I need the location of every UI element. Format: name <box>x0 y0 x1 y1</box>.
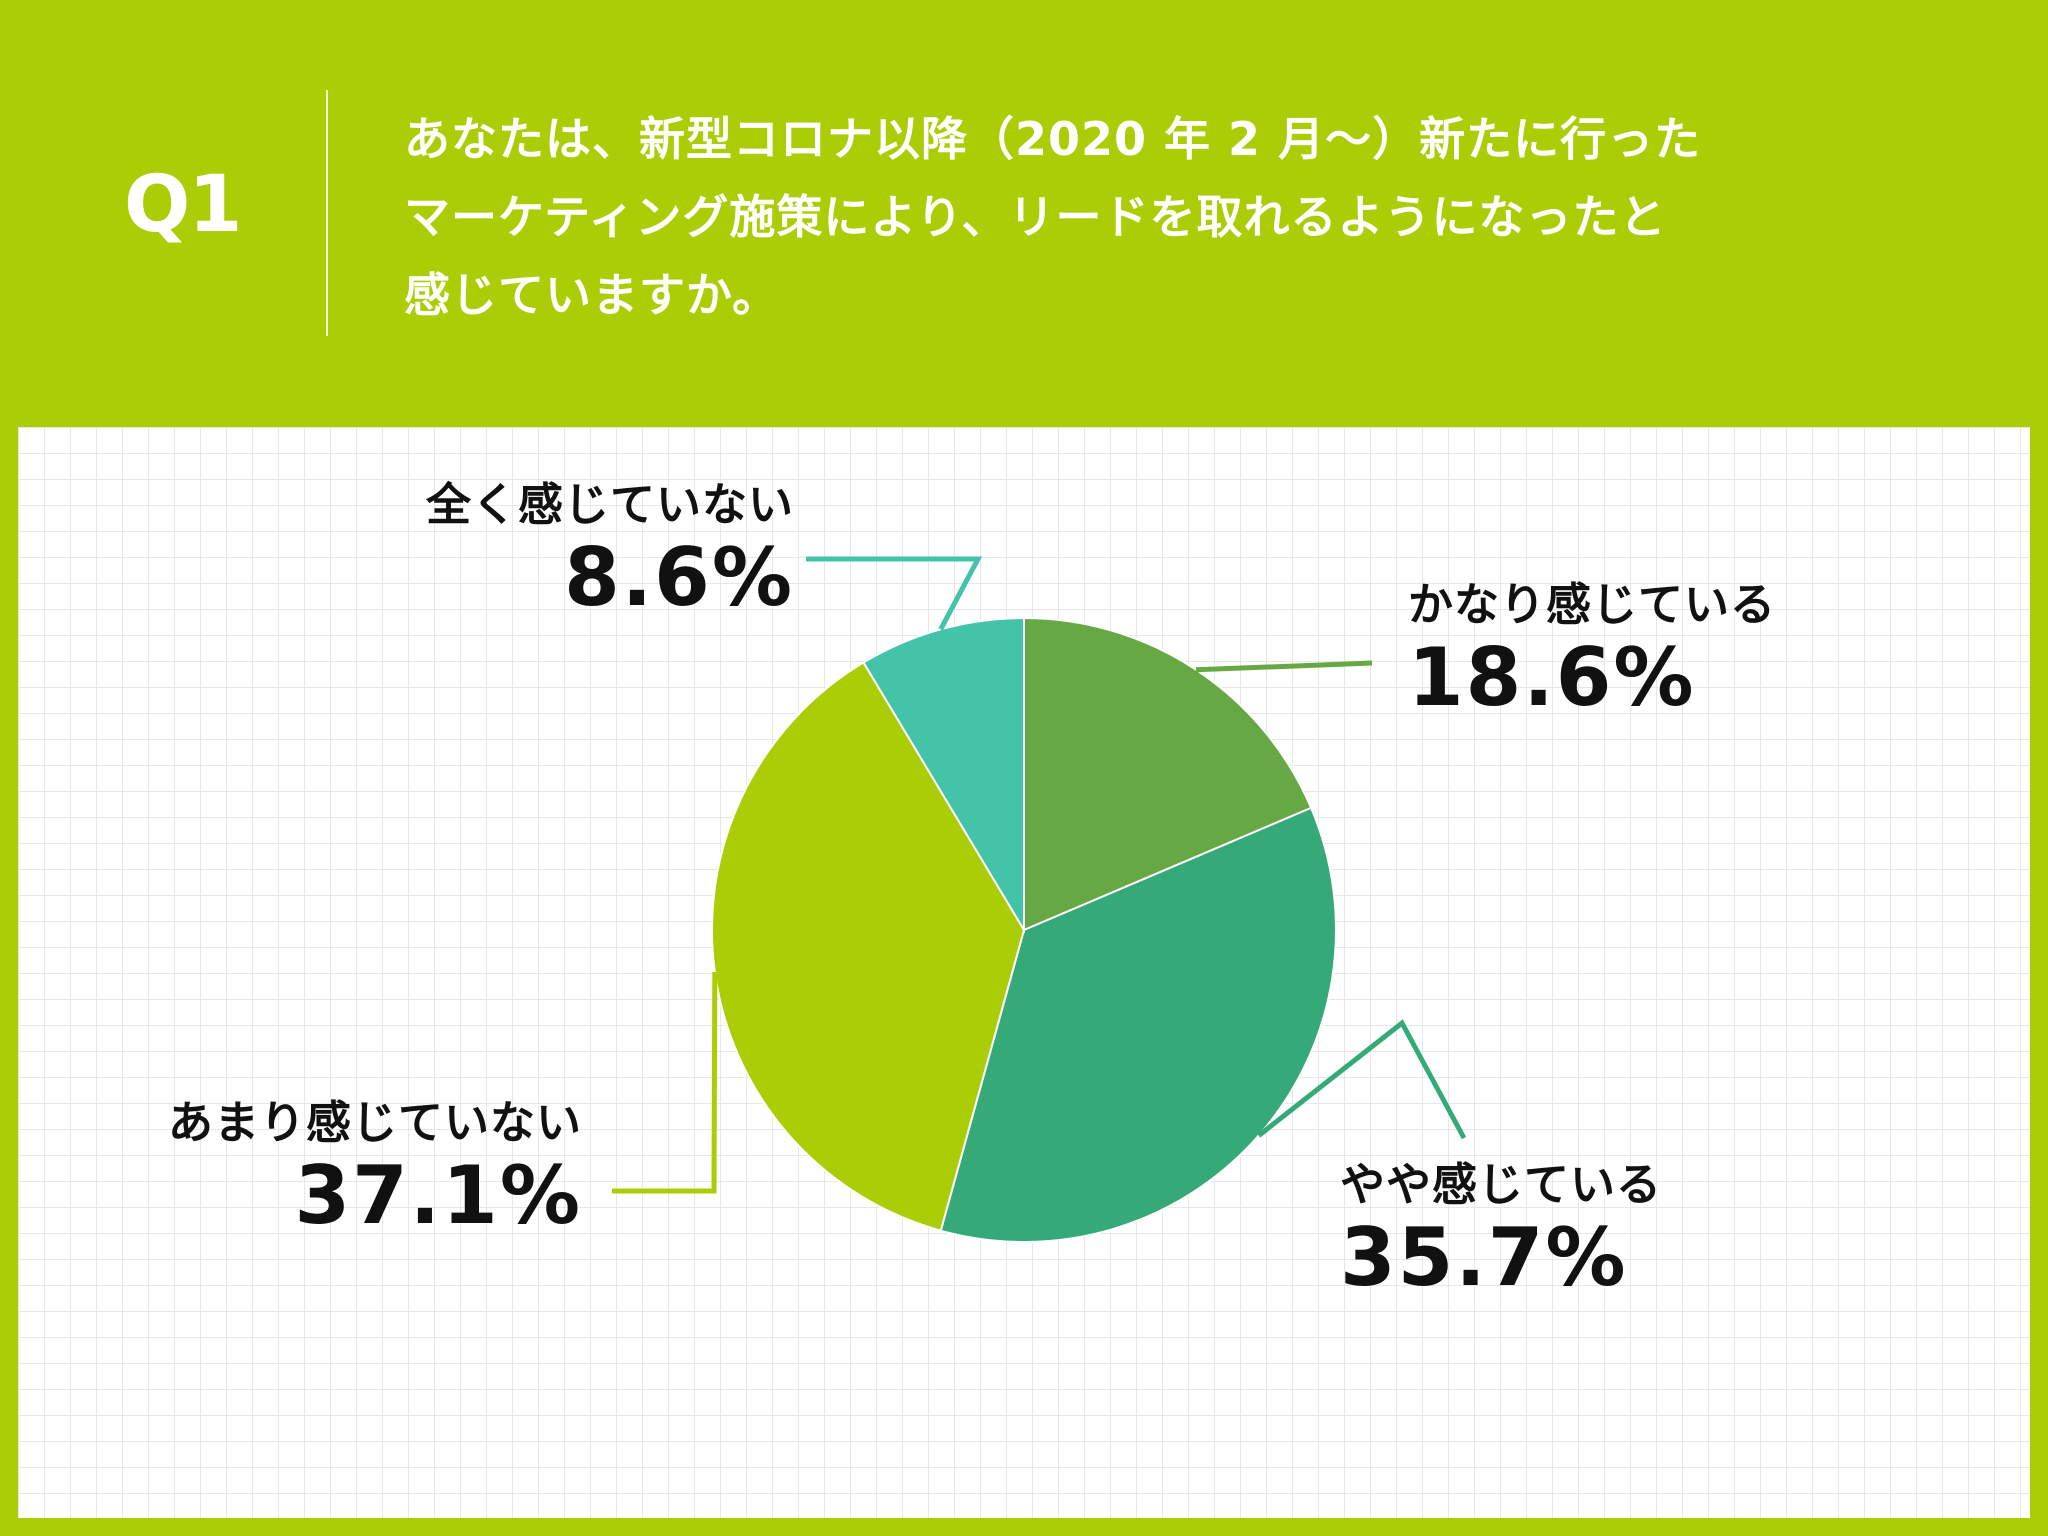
label-slice-3: 全く感じていない 8.6% <box>426 477 794 623</box>
leader-line <box>1257 1019 1467 1140</box>
pie-slice <box>1023 616 1313 932</box>
slice-value-text: 35.7% <box>1340 1211 1628 1304</box>
label-slice-2: あまり感じていない 37.1% <box>168 1095 582 1241</box>
slice-label-text: 全く感じていない <box>425 478 794 531</box>
question-number: Q1 <box>124 160 243 250</box>
slice-value-text: 37.1% <box>294 1149 582 1242</box>
pie-slice <box>862 616 1025 934</box>
label-slice-0: かなり感じている 18.6% <box>1408 577 1776 723</box>
question-text: あなたは、新型コロナ以降（2020 年 2 月～）新たに行った マーケティング施… <box>404 112 1702 322</box>
slice-value-text: 8.6% <box>564 531 794 624</box>
pie-chart <box>612 556 1467 1243</box>
slice-label-text: かなり感じている <box>1408 578 1777 631</box>
header: Q1 あなたは、新型コロナ以降（2020 年 2 月～）新たに行った マーケティ… <box>0 0 2048 425</box>
slice-label-text: やや感じている <box>1340 1158 1663 1211</box>
leader-line <box>806 556 983 631</box>
header-divider <box>326 90 328 336</box>
leader-line <box>612 971 718 1194</box>
leader-line <box>1196 660 1373 673</box>
slice-value-text: 18.6% <box>1408 631 1696 724</box>
chart-panel: かなり感じている 18.6% やや感じている 35.7% あまり感じていない 3… <box>18 427 2030 1518</box>
label-slice-1: やや感じている 35.7% <box>1340 1157 1662 1303</box>
slice-label-text: あまり感じていない <box>167 1096 582 1149</box>
pie-slice <box>939 806 1337 1243</box>
